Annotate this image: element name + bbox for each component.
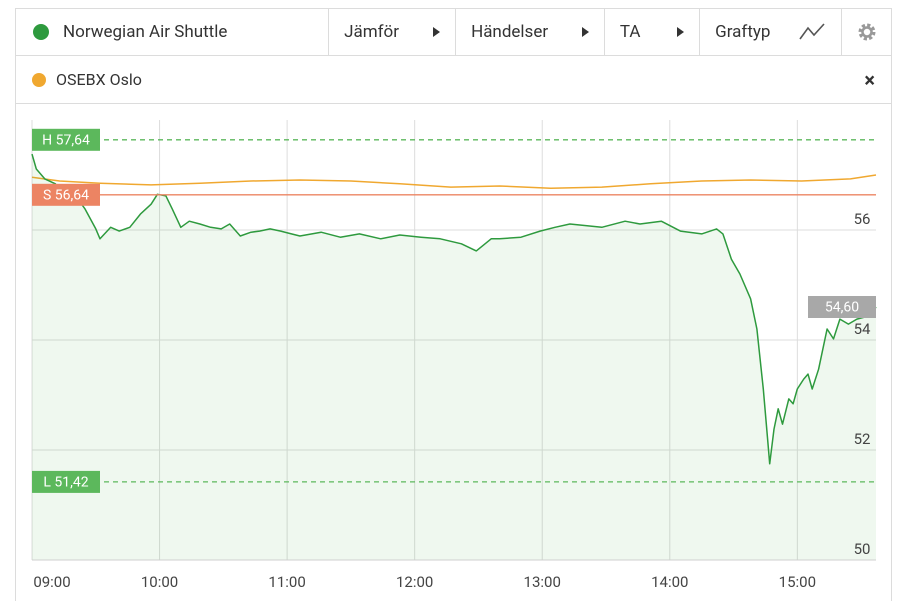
x-tick-label: 11:00: [268, 573, 305, 591]
ta-menu[interactable]: TA: [603, 8, 699, 55]
marker-box: [32, 183, 100, 206]
menu-arrow: [581, 26, 589, 37]
x-tick-label: 13:00: [524, 573, 561, 591]
chart-type-menu[interactable]: Graftyp: [699, 8, 841, 55]
y-tick-label: 54: [854, 320, 871, 338]
series-line: [31, 153, 877, 465]
menu-label: Graftyp: [715, 21, 771, 42]
area-fill: [32, 154, 876, 560]
instrument[interactable]: Norwegian Air Shuttle: [15, 8, 328, 55]
x-tick-label: 12:00: [396, 573, 433, 591]
marker-badge: 54,60: [808, 296, 876, 318]
compare-menu[interactable]: Jämför: [328, 8, 455, 55]
marker-badge: L 51,42: [32, 470, 100, 493]
menu-arrow: [433, 26, 441, 37]
gear-icon: [858, 23, 876, 40]
compare-dot: [32, 72, 46, 87]
compare-name: OSEBX Oslo: [56, 70, 142, 89]
menu-label: Händelser: [471, 21, 549, 42]
marker-label: L 51,42: [43, 475, 88, 491]
marker-label: H 57,64: [42, 133, 90, 149]
marker-label: 54,60: [825, 300, 859, 316]
settings-button[interactable]: [841, 8, 892, 55]
x-tick-label: 10:00: [141, 573, 178, 591]
marker-badge: H 57,64: [32, 128, 100, 151]
series-line: [31, 174, 877, 189]
compare-row: OSEBX Oslo ×: [15, 56, 892, 104]
menu-arrow: [677, 26, 685, 37]
y-tick-label: 50: [854, 540, 871, 558]
line-icon: [799, 22, 825, 39]
x-tick-label: 15:00: [779, 573, 816, 591]
toolbar: Norwegian Air Shuttle Jämför Händelser T…: [15, 8, 892, 56]
panel-frame: [15, 8, 892, 601]
marker-badge: S 56,64: [32, 183, 100, 206]
marker-box: [808, 296, 876, 318]
menu-label: Jämför: [344, 21, 399, 42]
instrument-name: Norwegian Air Shuttle: [63, 21, 228, 42]
marker-box: [32, 128, 100, 151]
marker-box: [32, 470, 100, 493]
x-tick-label: 09:00: [33, 573, 70, 591]
menu-label: TA: [619, 21, 641, 42]
marker-label: S 56,64: [43, 188, 89, 204]
events-menu[interactable]: Händelser: [455, 8, 604, 55]
instrument-dot: [33, 23, 49, 40]
chart: 09:00 10:00 11:00 12:00 13:00 14:00 15:00 50 52 5…: [31, 120, 877, 591]
x-tick-label: 14:00: [651, 573, 688, 591]
close-button[interactable]: ×: [864, 67, 875, 92]
y-tick-label: 56: [854, 210, 871, 228]
y-tick-label: 52: [854, 430, 871, 448]
